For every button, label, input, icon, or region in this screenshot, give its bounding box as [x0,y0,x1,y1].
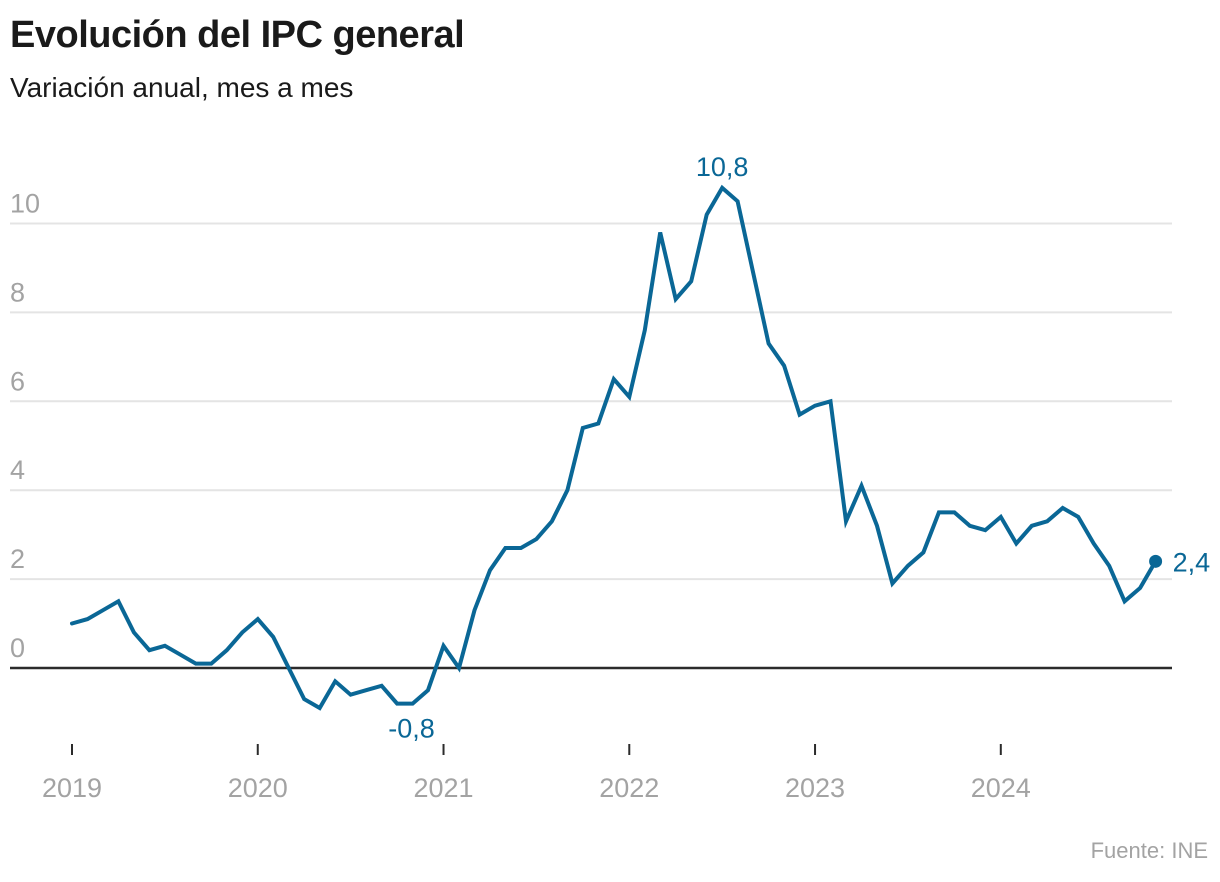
y-tick-label: 6 [10,366,25,396]
y-tick-label: 2 [10,544,25,574]
x-axis: 2019 2020 2021 2022 2023 2024 [42,744,1031,803]
x-tick-label: 2023 [785,773,845,803]
gridlines [10,222,1172,670]
y-tick-label: 8 [10,277,25,307]
value-annotation: 10,8 [696,152,749,182]
series-layer [70,184,1158,711]
source-note: Fuente: INE [1090,838,1208,863]
x-tick-label: 2024 [971,773,1031,803]
x-tick-label: 2020 [228,773,288,803]
chart-title: Evolución del IPC general [10,14,465,56]
value-annotation: -0,8 [388,714,435,744]
x-tick-label: 2021 [413,773,473,803]
x-tick-label: 2019 [42,773,102,803]
y-tick-label: 4 [10,455,25,485]
y-tick-label: 10 [10,189,40,219]
series-line [70,184,1158,711]
x-tick-label: 2022 [599,773,659,803]
annotations: 10,8 -0,8 2,4 [388,152,1210,744]
y-axis-labels: 0 2 4 6 8 10 [10,189,40,664]
chart-subtitle: Variación anual, mes a mes [10,72,354,103]
last-value-dot [1149,554,1163,568]
y-tick-label: 0 [10,633,25,663]
value-annotation: 2,4 [1173,547,1211,577]
